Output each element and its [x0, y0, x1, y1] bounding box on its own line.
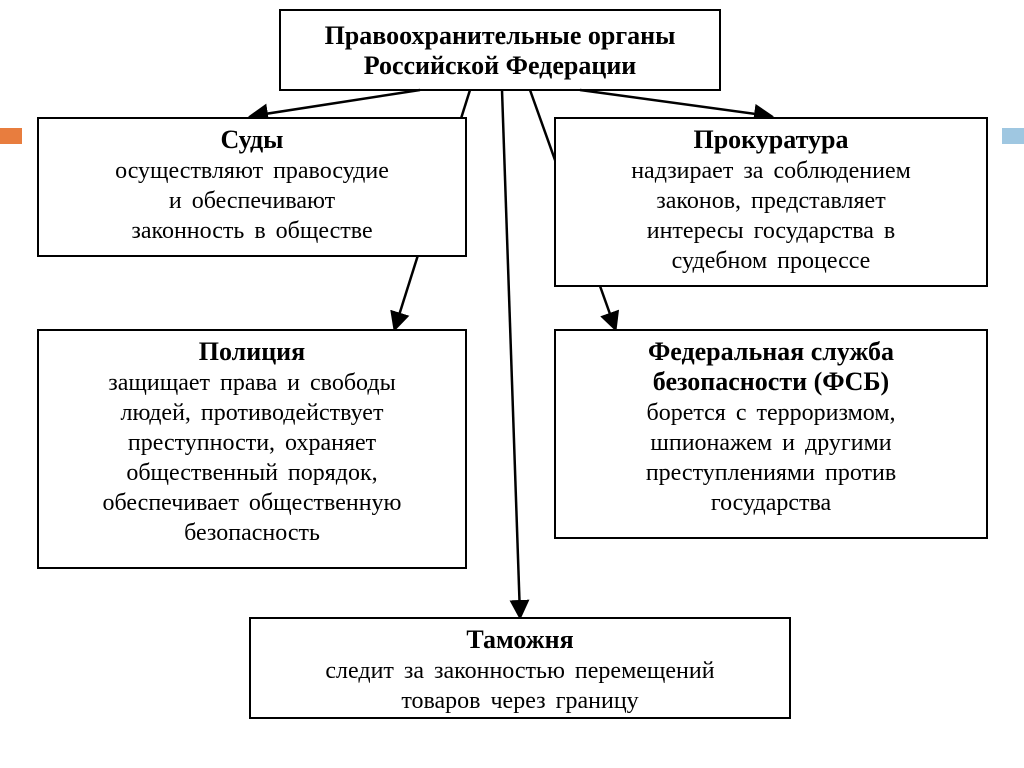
root-title-2: Российской Федерации — [364, 51, 637, 80]
node-courts: Суды осуществляют правосудие и обеспечиваю… — [38, 118, 466, 256]
node-police-line-1: людей, противодействует — [121, 400, 384, 426]
node-courts-title: Суды — [221, 125, 284, 154]
node-fsb-title2: безопасности (ФСБ) — [653, 367, 889, 396]
node-prosecution-line-1: законов, представляет — [656, 188, 886, 214]
node-customs-title: Таможня — [466, 625, 573, 654]
node-fsb-title: Федеральная служба — [648, 337, 894, 366]
node-fsb-line-3: государства — [711, 490, 832, 516]
node-prosecution-title: Прокуратура — [694, 125, 849, 154]
node-police-line-2: преступности, охраняет — [128, 430, 377, 456]
node-fsb-line-2: преступлениями против — [646, 460, 896, 486]
edge-courts — [252, 90, 420, 116]
edge-prosecution — [580, 90, 770, 116]
node-fsb-line-1: шпионажем и другими — [650, 430, 891, 456]
node-police-line-3: общественный порядок, — [126, 460, 377, 486]
node-police-title: Полиция — [199, 337, 305, 366]
accent-left — [0, 128, 22, 144]
node-prosecution-line-0: надзирает за соблюдением — [631, 158, 911, 184]
edge-customs — [502, 90, 520, 616]
diagram-canvas: Правоохранительные органыРоссийской Феде… — [0, 0, 1024, 768]
node-prosecution-line-3: судебном процессе — [672, 248, 871, 274]
node-courts-line-0: осуществляют правосудие — [115, 158, 389, 184]
node-prosecution: Прокуратура надзирает за соблюдением закон… — [555, 118, 987, 286]
node-police-line-5: безопасность — [184, 520, 320, 546]
node-police: Полиция защищает права и свободы людей, пр… — [38, 330, 466, 568]
node-customs: Таможня следит за законностью перемещений… — [250, 618, 790, 718]
node-police-line-0: защищает права и свободы — [108, 370, 395, 396]
node-customs-line-1: товаров через границу — [401, 688, 638, 714]
root-title-1: Правоохранительные органы — [325, 21, 676, 50]
node-fsb-line-0: борется с терроризмом, — [646, 400, 895, 426]
node-fsb: Федеральная службабезопасности (ФСБ) боре… — [555, 330, 987, 538]
accent-right — [1002, 128, 1024, 144]
node-police-line-4: обеспечивает общественную — [103, 490, 402, 516]
node-courts-line-2: законность в обществе — [131, 218, 372, 244]
node-customs-line-0: следит за законностью перемещений — [325, 658, 714, 684]
node-courts-line-1: и обеспечивают — [169, 188, 336, 214]
node-prosecution-line-2: интересы государства в — [647, 218, 896, 244]
